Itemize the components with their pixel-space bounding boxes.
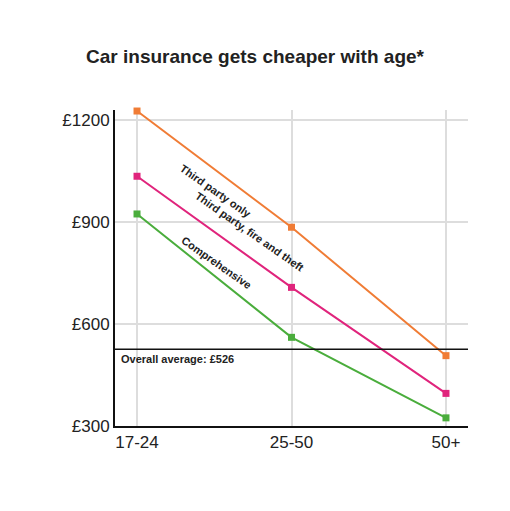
svg-text:Overall average: £526: Overall average: £526 bbox=[121, 353, 234, 365]
svg-text:Third party, fire and theft: Third party, fire and theft bbox=[193, 190, 306, 274]
svg-text:£300: £300 bbox=[72, 417, 110, 436]
svg-text:Car insurance gets cheaper wit: Car insurance gets cheaper with age* bbox=[86, 46, 425, 67]
svg-text:Third party only: Third party only bbox=[178, 162, 254, 220]
svg-text:£1200: £1200 bbox=[62, 111, 109, 130]
svg-text:17-24: 17-24 bbox=[115, 433, 158, 452]
svg-text:50+: 50+ bbox=[432, 433, 461, 452]
svg-text:£900: £900 bbox=[72, 213, 110, 232]
svg-text:25-50: 25-50 bbox=[270, 433, 313, 452]
svg-text:Comprehensive: Comprehensive bbox=[179, 234, 253, 291]
svg-text:£600: £600 bbox=[72, 315, 110, 334]
